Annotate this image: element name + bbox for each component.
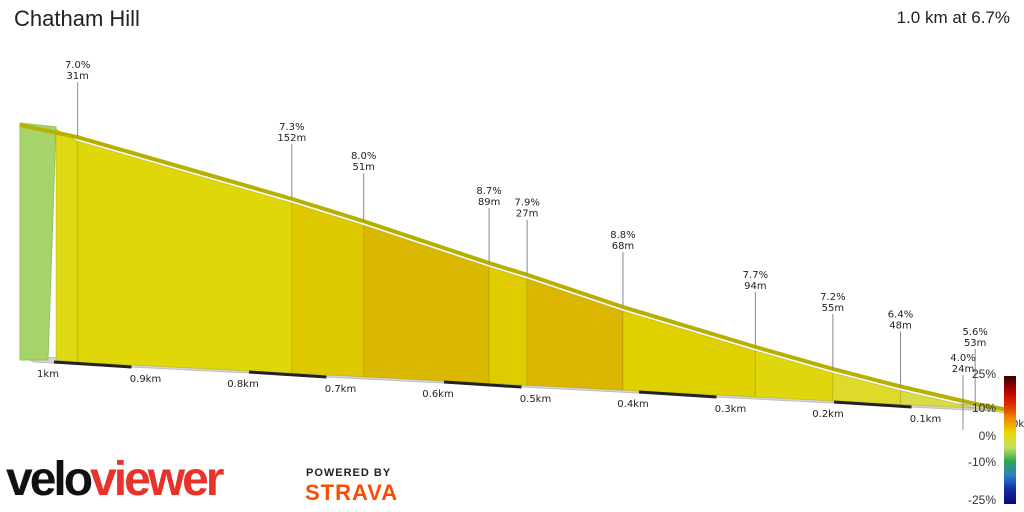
distance-tick-label: 0.7km [325,384,356,395]
segment-grade-label: 5.6% [962,327,987,338]
segment-grade-label: 7.2% [820,292,845,303]
profile-segment [488,266,528,386]
profile-segment [526,278,624,391]
segment-grade-label: 7.7% [743,270,768,281]
segment-grade-label: 8.8% [610,230,635,241]
distance-axis-bar [53,360,132,369]
segment-length-label: 55m [822,303,844,314]
distance-tick-label: 0.9km [130,374,161,385]
profile-gradient-strips [19,123,1010,415]
segment-grade-label: 7.0% [65,60,90,71]
distance-axis-bar [833,400,912,409]
grade-scale-tick-label: 25% [972,367,996,381]
profile-segment [55,128,79,363]
segment-grade-label: 7.9% [514,198,539,209]
segment-length-label: 152m [277,133,306,144]
veloviewer-logo[interactable]: veloviewer [6,450,224,510]
segment-grade-label: 4.0% [950,353,975,364]
profile-top-edge [19,123,1010,412]
segment-grade-label: 8.0% [351,151,376,162]
grade-scale-tick-label: -10% [968,455,996,469]
profile-segment [363,224,490,384]
segment-length-label: 51m [352,162,374,173]
distance-tick-label: 0.2km [812,409,843,420]
segment-length-label: 89m [478,197,500,208]
grade-scale-tick-label: 0% [979,429,997,443]
profile-segment [291,202,365,378]
distance-tick-label: 0km [1012,419,1024,430]
grade-color-scale-bar [1004,376,1016,504]
distance-axis-bar [443,380,522,389]
segment-length-label: 48m [889,320,911,331]
distance-tick-label: 0.4km [617,399,648,410]
distance-tick-label: 0.8km [227,379,258,390]
profile-segment [77,140,293,374]
distance-tick-label: 0.5km [520,394,551,405]
profile-start-face [19,122,57,361]
segment-length-label: 27m [516,209,538,220]
grade-color-scale: 25% 10% 0% -10% -25% [968,367,1016,507]
logo-part-velo: velo [6,453,93,506]
segment-length-label: 31m [66,71,88,82]
powered-by-label: POWERED BY [306,467,392,479]
segment-length-label: 24m [952,364,974,375]
segment-length-label: 53m [964,338,986,349]
climb-title: Chatham Hill [14,6,140,31]
distance-tick-label: 0.6km [422,389,453,400]
climb-summary: 1.0 km at 6.7% [896,8,1010,27]
segment-length-label: 68m [612,241,634,252]
logo-part-viewer: viewer [90,453,224,506]
segment-grade-label: 8.7% [476,186,501,197]
distance-axis-bar [638,390,717,399]
profile-segment [622,310,756,398]
distance-tick-label: 0.1km [910,414,941,425]
segment-grade-label: 7.3% [279,122,304,133]
segment-grade-label: 6.4% [888,309,913,320]
distance-tick-label: 0.3km [715,404,746,415]
grade-scale-tick-label: 10% [972,401,996,415]
segment-length-label: 94m [744,281,766,292]
strava-logo[interactable]: STRAVA [305,480,399,505]
distance-axis: 1km 0.9km 0.8km 0.7km 0.6km 0.5km 0.4km 0.3km 0.… [37,360,1024,430]
segment-labels: 7.0%31m 7.3%152m 8.0%51m 8.7%89m 7.9%27m 8.8%… [65,60,988,430]
grade-scale-tick-label: -25% [968,493,996,507]
distance-axis-bar [248,370,327,379]
distance-tick-label: 1km [37,369,59,380]
